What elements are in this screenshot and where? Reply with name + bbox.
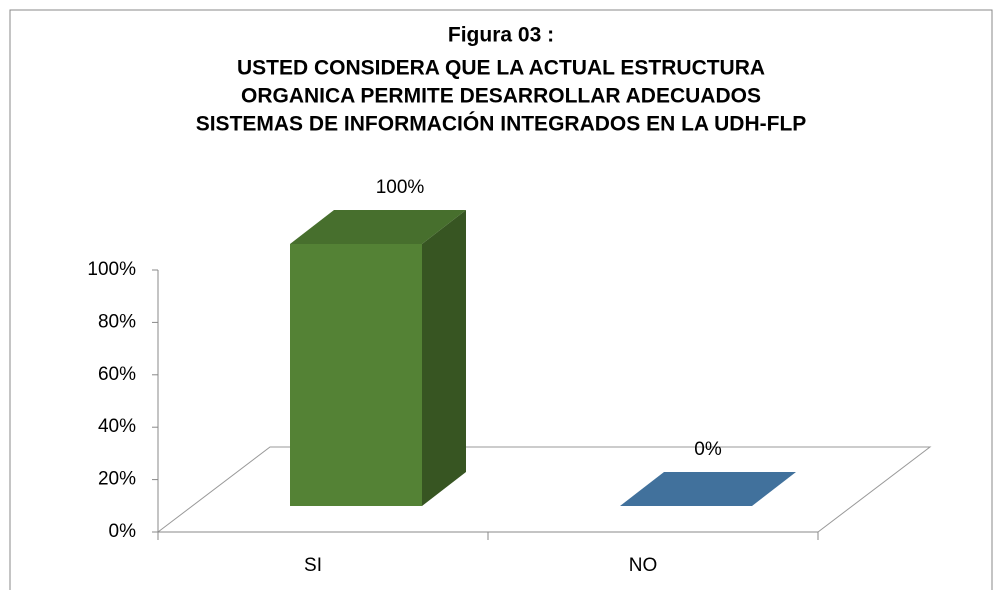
- frame: [9, 9, 993, 590]
- bar-top: [290, 210, 466, 244]
- x-tick-label: SI: [304, 555, 322, 576]
- y-tick-label: 100%: [87, 259, 136, 280]
- y-tick-label: 40%: [98, 416, 136, 437]
- bar: [620, 472, 796, 506]
- floor: [156, 446, 932, 533]
- bar-top: [620, 472, 796, 506]
- data-label: 0%: [694, 439, 722, 460]
- chart-title: Figura 03 :: [448, 24, 554, 47]
- chart-subtitle: USTED CONSIDERA QUE LA ACTUAL ESTRUCTURA: [237, 57, 765, 80]
- x-tick-label: NO: [629, 555, 658, 576]
- data-label: 100%: [376, 177, 425, 198]
- y-tick-label: 20%: [98, 469, 136, 490]
- chart-subtitle: ORGANICA PERMITE DESARROLLAR ADECUADOS: [241, 85, 761, 108]
- y-tick-label: 60%: [98, 364, 136, 385]
- chart-subtitle: SISTEMAS DE INFORMACIÓN INTEGRADOS EN LA…: [196, 112, 807, 136]
- y-tick-label: 0%: [109, 521, 137, 542]
- bar-front: [290, 244, 422, 506]
- y-tick-label: 80%: [98, 311, 136, 332]
- bar-side: [422, 210, 466, 506]
- bar: [290, 210, 466, 506]
